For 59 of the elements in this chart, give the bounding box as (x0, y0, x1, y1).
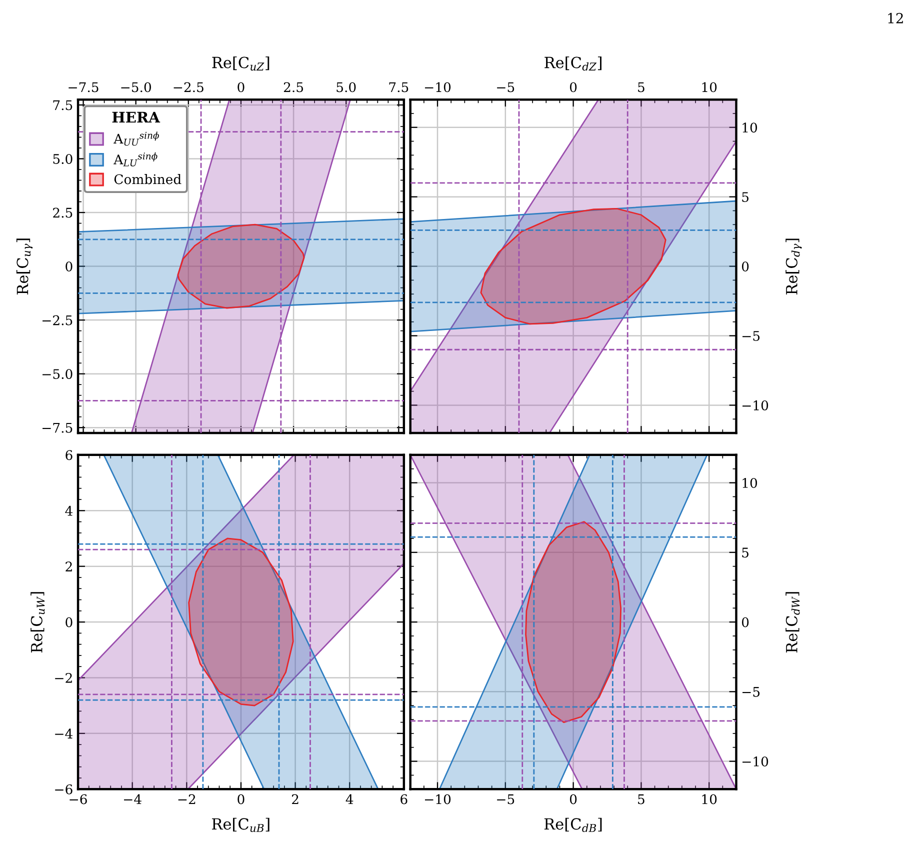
y-tick-label: −5.0 (42, 369, 72, 380)
y-tick-label: 7.5 (53, 100, 72, 110)
x-tick-label: −2.5 (174, 82, 204, 92)
text: 12 (888, 12, 903, 24)
y-tick-label: −10 (742, 756, 768, 766)
y-tick-label: −2 (55, 672, 72, 683)
x-tick-label: −5.0 (121, 82, 151, 92)
y-tick-label: −4 (55, 728, 73, 738)
y-tick-label: 10 (742, 478, 758, 488)
y-tick-label: 4 (65, 506, 73, 516)
y-tick-label: 5 (742, 548, 748, 558)
y-tick-label: 0 (66, 617, 72, 628)
x-axis-title: Re[C$_{uB}$] (212, 818, 270, 832)
x-tick-label: −2 (178, 794, 196, 804)
x-tick-label: 6 (400, 794, 408, 804)
x-tick-label: 2.5 (284, 82, 304, 92)
y-tick-label: 0 (742, 617, 749, 628)
y-tick-label: 5 (742, 192, 748, 202)
y-tick-label: 10 (742, 122, 758, 133)
x-tick-label: 5 (638, 794, 644, 804)
y-tick-label: 2.5 (53, 208, 72, 218)
y-tick-label: −7.5 (42, 422, 72, 433)
x-tick-label: 2 (292, 794, 298, 804)
y-tick-label: −5 (742, 687, 760, 697)
legend-label: Combined (114, 174, 182, 184)
x-tick-label: 0 (570, 794, 577, 804)
x-tick-label: −5 (497, 794, 514, 804)
x-tick-label: 5 (638, 82, 644, 92)
x-tick-label: 0 (238, 82, 244, 92)
y-tick-label: −6 (55, 784, 72, 794)
y-tick-label: −5 (742, 331, 760, 341)
x-tick-label: 5.0 (336, 82, 356, 92)
x-tick-label: −5 (497, 82, 514, 92)
legend-label: A$_{UU}$$^{sinϕ}$ (114, 132, 159, 146)
x2-axis-title: Re[C$_{uZ}$] (212, 56, 270, 71)
x-tick-label: −4 (124, 794, 142, 804)
y-tick-label: 6 (66, 450, 72, 460)
y-tick-label: 0 (742, 262, 749, 272)
x-tick-label: 7.5 (389, 82, 408, 92)
x-tick-label: −10 (424, 794, 451, 804)
y-tick-label: 5.0 (53, 154, 72, 164)
y-tick-label: 0 (66, 262, 72, 272)
x-tick-label: 0 (238, 794, 244, 804)
x-tick-label: 10 (702, 82, 717, 92)
x-tick-label: 10 (702, 794, 717, 804)
y-axis-title: Re[C$_{uW}$] (30, 592, 45, 653)
y2-axis-title: Re[C$_{dγ}$] (786, 238, 802, 294)
x-tick-label: 4 (346, 794, 354, 804)
x-tick-label: 0 (570, 82, 577, 92)
y-tick-label: −10 (742, 400, 768, 410)
x-tick-label: −10 (424, 82, 451, 92)
x-axis-title: Re[C$_{dB}$] (544, 818, 602, 832)
legend-label: A$_{LU}$$^{sinϕ}$ (114, 152, 158, 166)
y2-axis-title: Re[C$_{dW}$] (786, 592, 800, 653)
x2-axis-title: Re[C$_{dZ}$] (544, 56, 602, 71)
y-axis-title: Re[C$_{uγ}$] (16, 238, 33, 294)
legend-title: HERA (112, 112, 160, 123)
y-tick-label: −2.5 (42, 315, 72, 326)
y-tick-label: 2 (66, 562, 72, 572)
